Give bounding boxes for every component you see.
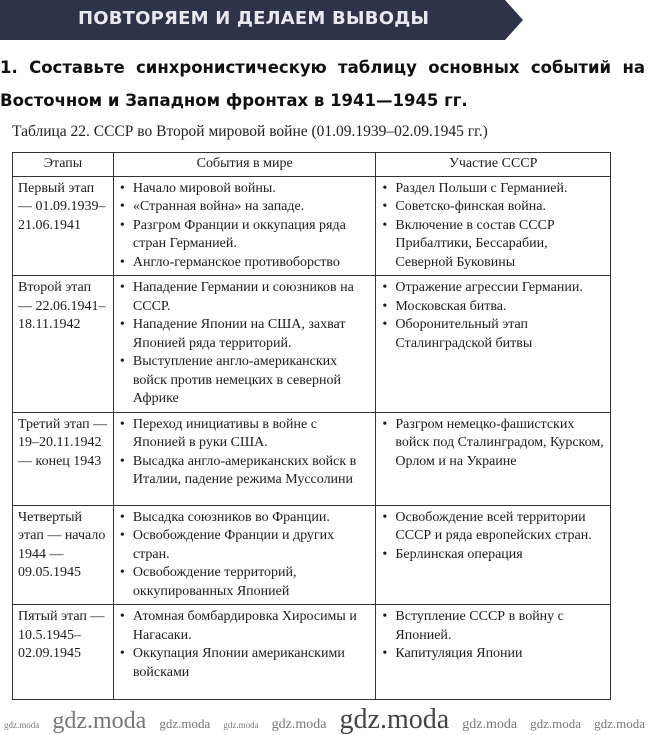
table-header-row: Этапы События в мире Участие СССР xyxy=(12,152,611,177)
list-item: Оккупация Японии американскими войсками xyxy=(119,645,370,682)
list-item: Англо-германское противоборство xyxy=(119,254,370,273)
ussr-events-cell: Отражение агрессии Германии.Московская б… xyxy=(375,275,611,413)
list-item: Оборонительный этап Сталинградской битвы xyxy=(381,316,605,353)
list-item: Разгром Франции и оккупация ряда стран Г… xyxy=(119,217,370,254)
banner-arrow xyxy=(505,0,523,40)
list-item: Берлинская операция xyxy=(381,546,605,565)
list-item: Отражение агрессии Германии. xyxy=(381,279,605,298)
header-stages: Этапы xyxy=(12,152,114,177)
watermark-strip: gdz.moda gdz.moda gdz.moda gdz.moda gdz.… xyxy=(4,706,645,734)
ussr-events-cell: Освобождение всей территории СССР и ряда… xyxy=(375,504,611,605)
ussr-events-cell: Раздел Польши с Германией.Советско-финск… xyxy=(375,175,611,276)
table-row: Четвертый этап — начало 1944 — 09.05.194… xyxy=(12,504,611,605)
list-item: Советско-финская война. xyxy=(381,198,605,217)
table-row: Первый этап — 01.09.1939–21.06.1941Начал… xyxy=(12,175,611,276)
table-row: Второй этап — 22.06.1941–18.11.1942Напад… xyxy=(12,275,611,413)
header-ussr: Участие СССР xyxy=(375,152,611,177)
stage-cell: Второй этап — 22.06.1941–18.11.1942 xyxy=(12,275,114,413)
list-item: Включение в состав СССР Прибалтики, Бесс… xyxy=(381,217,605,273)
ussr-events-cell: Вступление СССР в войну с Японией.Капиту… xyxy=(375,604,611,700)
task-line-1: 1. Составьте синхронистическую таблицу о… xyxy=(0,58,645,77)
world-events-cell: Высадка союзников во Франции.Освобождени… xyxy=(112,504,377,605)
stage-cell: Пятый этап — 10.5.1945–02.09.1945 xyxy=(12,604,114,700)
list-item: Высадка союзников во Франции. xyxy=(119,509,370,528)
stage-cell: Четвертый этап — начало 1944 — 09.05.194… xyxy=(12,504,114,605)
list-item: Нападение Германии и союзников на СССР. xyxy=(119,279,370,316)
list-item: Переход инициативы в войне с Японией в р… xyxy=(119,416,370,453)
task-line-2: Восточном и Западном фронтах в 1941—1945… xyxy=(0,91,468,110)
ussr-events-cell: Разгром немецко-фашистских войск под Ста… xyxy=(375,411,611,506)
stage-cell: Третий этап — 19–20.11.1942 — конец 1943 xyxy=(12,411,114,506)
watermark: gdz.moda xyxy=(339,704,450,735)
header-world-events: События в мире xyxy=(112,152,377,177)
banner-title: ПОВТОРЯЕМ И ДЕЛАЕМ ВЫВОДЫ xyxy=(78,8,430,29)
watermark: gdz.moda xyxy=(530,716,582,731)
list-item: Нападение Японии на США, захват Японией … xyxy=(119,316,370,353)
watermark: gdz.moda xyxy=(462,717,518,732)
list-item: Разгром немецко-фашистских войск под Ста… xyxy=(381,416,605,472)
section-banner xyxy=(0,0,505,40)
stage-cell: Первый этап — 01.09.1939–21.06.1941 xyxy=(12,175,114,276)
table-caption: Таблица 22. СССР во Второй мировой войне… xyxy=(12,123,488,140)
watermark: gdz.moda xyxy=(271,717,327,732)
list-item: Вступление СССР в войну с Японией. xyxy=(381,608,605,645)
list-item: Атомная бомбардировка Хиросимы и Нагасак… xyxy=(119,608,370,645)
world-events-cell: Начало мировой войны.«Странная война» на… xyxy=(112,175,377,276)
list-item: Раздел Польши с Германией. xyxy=(381,180,605,199)
watermark: gdz.moda xyxy=(159,716,211,731)
table-row: Пятый этап — 10.5.1945–02.09.1945Атомная… xyxy=(12,604,611,700)
watermark: gdz.moda xyxy=(223,720,259,730)
world-events-cell: Переход инициативы в войне с Японией в р… xyxy=(112,411,377,506)
list-item: Начало мировой войны. xyxy=(119,180,370,199)
list-item: Капитуляция Японии xyxy=(381,645,605,664)
table-row: Третий этап — 19–20.11.1942 — конец 1943… xyxy=(12,411,611,506)
list-item: «Странная война» на западе. xyxy=(119,198,370,217)
world-events-cell: Нападение Германии и союзников на СССР.Н… xyxy=(112,275,377,413)
watermark: gdz.moda xyxy=(594,716,645,731)
watermark: gdz.moda xyxy=(4,720,40,730)
list-item: Выступление англо-американских войск про… xyxy=(119,353,370,409)
list-item: Освобождение Франции и других стран. xyxy=(119,527,370,564)
list-item: Освобождение территорий, оккупированных … xyxy=(119,564,370,601)
list-item: Московская битва. xyxy=(381,298,605,317)
history-table: Этапы События в мире Участие СССР Первый… xyxy=(12,152,611,700)
list-item: Высадка англо-американских войск в Итали… xyxy=(119,453,370,490)
list-item: Освобождение всей территории СССР и ряда… xyxy=(381,509,605,546)
world-events-cell: Атомная бомбардировка Хиросимы и Нагасак… xyxy=(112,604,377,700)
